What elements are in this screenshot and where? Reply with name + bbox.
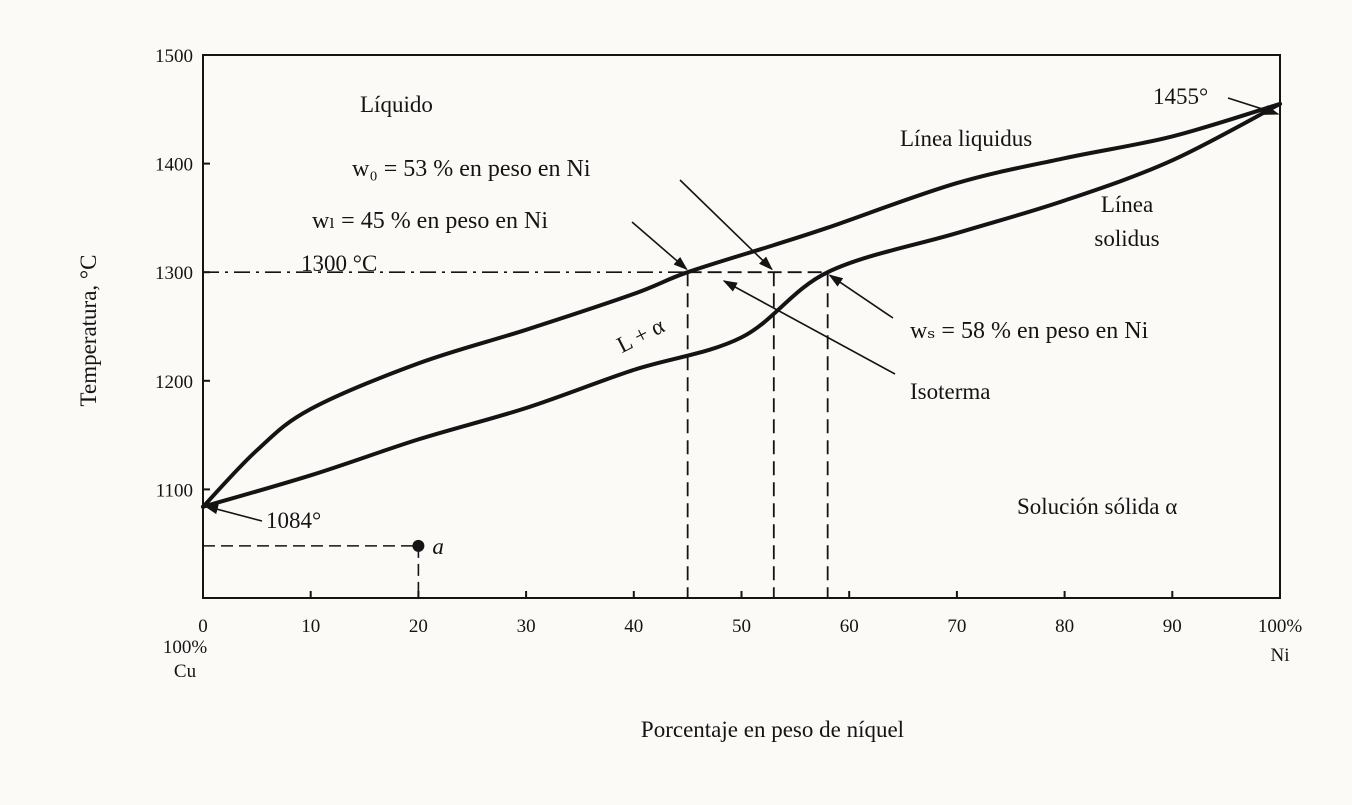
x-tick-label: 20 <box>409 616 428 637</box>
y-tick-label: 1500 <box>155 46 193 67</box>
w0-composition-label: w₀ = 53 % en peso en Ni <box>352 156 591 182</box>
x-tick-label: 60 <box>840 616 859 637</box>
y-tick-label: 1300 <box>155 263 193 284</box>
melting-ni-arrow <box>1227 97 1280 115</box>
isotherm-arrow <box>722 280 896 375</box>
x-tick-label: 80 <box>1055 616 1074 637</box>
y-tick-label: 1100 <box>156 480 193 501</box>
axis-ticks: 0 10 20 30 40 50 60 70 80 90 100% 1100 1200 1300 1400 1… <box>155 46 1302 637</box>
liquidus-curve <box>201 101 1282 509</box>
x-tick-label: 0 <box>198 616 208 637</box>
solidus-curve <box>201 101 1282 509</box>
solidus-label-line1: Línea <box>1101 192 1153 217</box>
y-tick-label: 1200 <box>155 372 193 393</box>
x-tick-label: 40 <box>624 616 643 637</box>
x-tick-label: 90 <box>1163 616 1182 637</box>
isotherm-temperature-label: 1300 °C <box>301 251 377 276</box>
wl-arrow <box>631 221 688 271</box>
phase-curves <box>201 101 1282 509</box>
wl-composition-label: wₗ = 45 % en peso en Ni <box>312 208 548 234</box>
region-two-phase-label: L + α <box>613 313 669 358</box>
x-tick-label: 30 <box>517 616 536 637</box>
liquidus-label: Línea liquidus <box>900 126 1032 151</box>
x-end-label-ni: Ni <box>1271 645 1290 666</box>
annotation-arrows <box>203 97 1280 522</box>
region-liquid-label: Líquido <box>360 92 433 117</box>
x-axis-title: Porcentaje en peso de níquel <box>641 717 904 742</box>
point-a-marker <box>412 539 425 552</box>
w0-arrow <box>679 179 773 271</box>
x-tick-label: 70 <box>947 616 966 637</box>
point-a-label: a <box>432 534 444 559</box>
solidus-label-line2: solidus <box>1094 226 1159 251</box>
y-tick-label: 1400 <box>155 155 193 176</box>
isotherm-label: Isoterma <box>910 379 990 404</box>
x-tick-label: 100% <box>1258 616 1303 637</box>
region-solid-label: Solución sólida α <box>1017 494 1177 519</box>
y-axis-title: Temperatura, °C <box>76 255 101 407</box>
melting-cu-arrow <box>203 504 263 522</box>
ws-composition-label: wₛ = 58 % en peso en Ni <box>910 318 1149 344</box>
x-tick-label: 50 <box>732 616 751 637</box>
x-end-label-cu: Cu <box>174 661 197 682</box>
ws-arrow <box>828 274 894 319</box>
melting-point-ni-label: 1455° <box>1153 84 1208 109</box>
guide-lines <box>203 271 829 598</box>
x-tick-label: 10 <box>301 616 320 637</box>
x-end-label-cu-percent: 100% <box>163 637 208 658</box>
melting-point-cu-label: 1084° <box>266 508 321 533</box>
